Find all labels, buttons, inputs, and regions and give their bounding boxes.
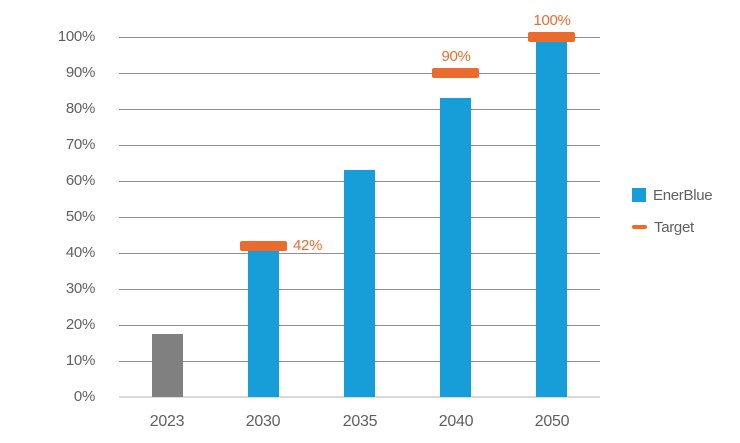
gridline <box>119 72 600 74</box>
bar-2023 <box>152 334 183 397</box>
x-axis-tick-label-2030: 2030 <box>245 413 281 430</box>
target-marker-2030 <box>240 240 287 251</box>
y-axis-tick-label: 60% <box>65 172 95 189</box>
legend-item-target: Target <box>632 217 712 237</box>
x-axis-tick-label-2050: 2050 <box>534 413 570 430</box>
y-axis-tick-label: 0% <box>73 388 95 405</box>
target-swatch-icon <box>632 225 647 229</box>
y-axis-tick-label: 10% <box>65 352 95 369</box>
bar-2040 <box>440 98 471 397</box>
bar-2030 <box>248 249 279 397</box>
y-axis-tick-label: 30% <box>65 280 95 297</box>
legend: EnerBlue Target <box>632 185 713 237</box>
y-axis-tick-label: 70% <box>65 136 95 153</box>
gridline <box>119 144 600 146</box>
legend-label-target: Target <box>654 218 694 236</box>
x-axis-tick-label-2040: 2040 <box>438 413 474 430</box>
y-axis-tick-label: 100% <box>57 28 95 45</box>
enerblue-swatch-icon <box>632 188 646 202</box>
target-label-2050: 100% <box>533 12 571 29</box>
y-axis-tick-label: 80% <box>65 100 95 117</box>
x-axis-tick-label-2035: 2035 <box>342 413 378 430</box>
legend-item-enerblue: EnerBlue <box>632 185 713 205</box>
gridline <box>119 36 600 38</box>
target-marker-2050 <box>528 32 575 42</box>
x-axis-tick-label-2023: 2023 <box>149 413 185 430</box>
target-marker-2040 <box>432 68 479 78</box>
target-label-2030: 42% <box>293 236 323 254</box>
gridline <box>119 108 600 110</box>
target-label-2040: 90% <box>441 48 471 65</box>
y-axis-tick-label: 20% <box>65 316 95 333</box>
y-axis-tick-label: 50% <box>65 208 95 225</box>
bar-2050 <box>536 37 567 397</box>
x-axis-line <box>119 396 600 398</box>
legend-label-enerblue: EnerBlue <box>653 186 713 204</box>
y-axis-tick-label: 40% <box>65 244 95 261</box>
bar-2035 <box>344 170 375 397</box>
y-axis-tick-label: 90% <box>65 64 95 81</box>
